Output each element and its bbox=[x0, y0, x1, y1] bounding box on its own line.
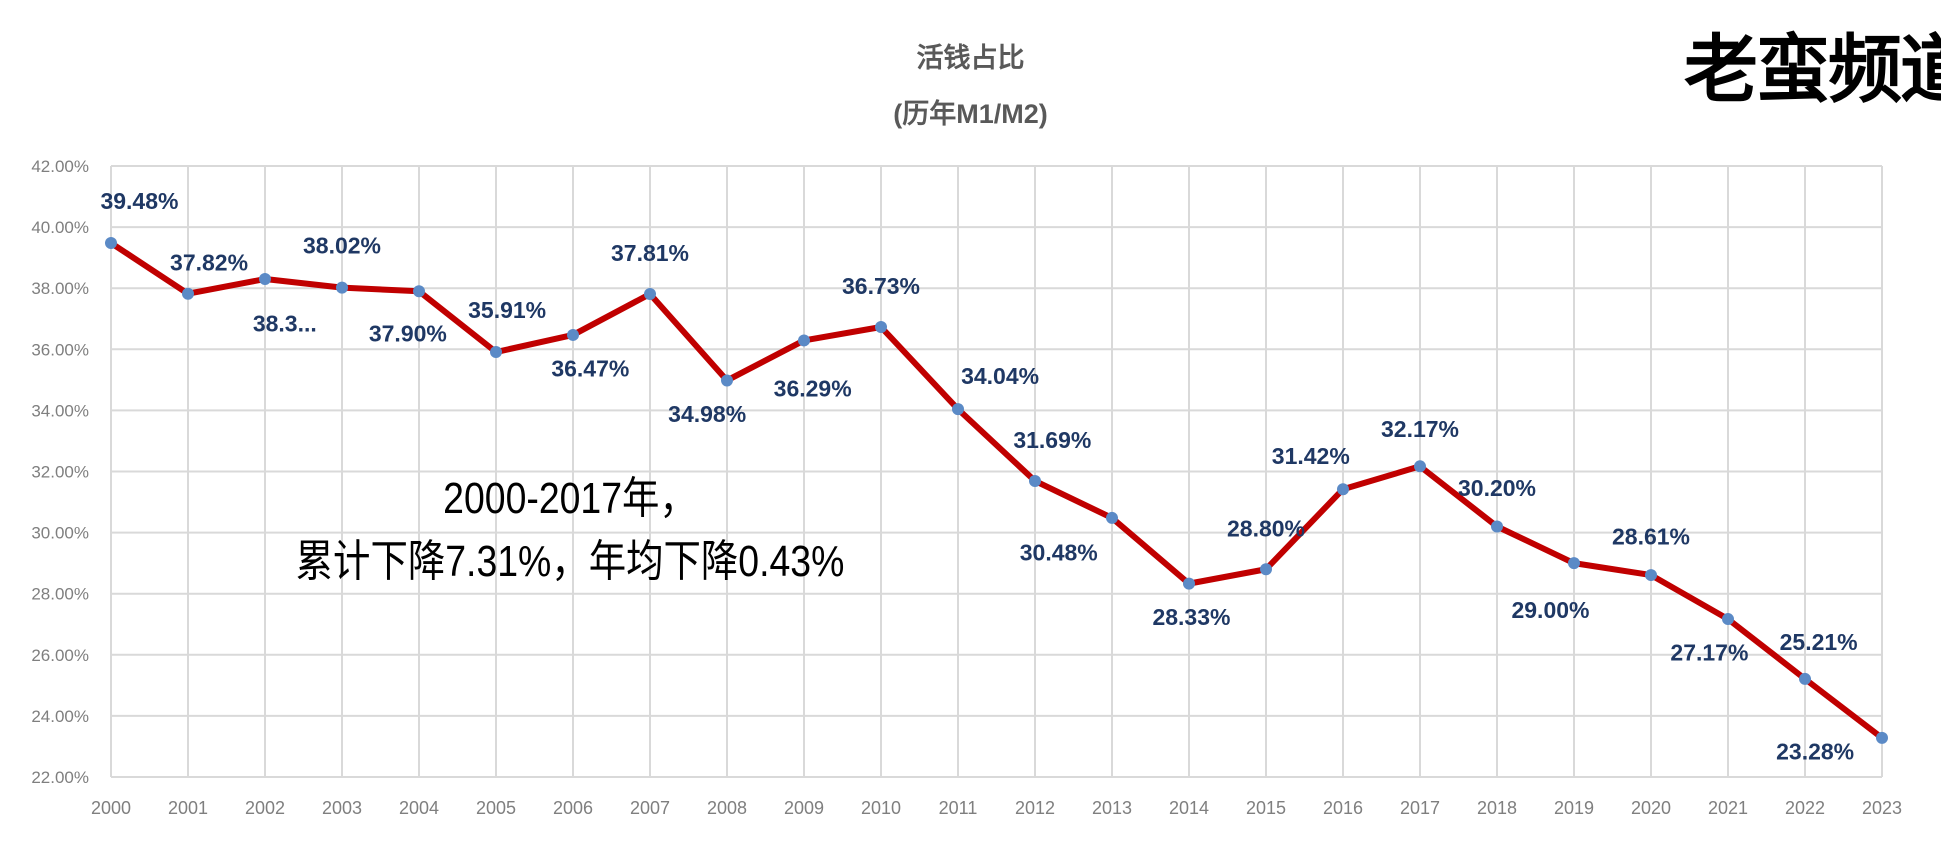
x-tick-label: 2009 bbox=[784, 798, 824, 818]
y-tick-label: 28.00% bbox=[31, 585, 89, 604]
x-tick-label: 2020 bbox=[1631, 798, 1671, 818]
data-point bbox=[1799, 672, 1811, 685]
y-tick-label: 26.00% bbox=[31, 646, 89, 665]
data-point bbox=[1876, 731, 1888, 744]
data-label: 38.3... bbox=[253, 311, 317, 337]
series-line bbox=[109, 240, 1884, 741]
data-label: 39.48% bbox=[100, 188, 178, 214]
data-label: 35.91% bbox=[468, 297, 546, 323]
chart-title: 活钱占比 bbox=[916, 43, 1025, 73]
data-label: 30.48% bbox=[1020, 540, 1098, 566]
data-point bbox=[1414, 460, 1426, 473]
data-label: 28.61% bbox=[1612, 524, 1690, 550]
x-tick-label: 2001 bbox=[168, 798, 208, 818]
data-point bbox=[413, 285, 425, 298]
data-point bbox=[1106, 511, 1118, 524]
data-label: 23.28% bbox=[1776, 739, 1854, 765]
x-tick-label: 2016 bbox=[1323, 798, 1363, 818]
annotation-line-1: 2000-2017年， bbox=[443, 474, 697, 523]
data-label: 25.21% bbox=[1780, 629, 1858, 655]
data-label: 34.04% bbox=[961, 363, 1039, 389]
chart-subtitle: (历年M1/M2) bbox=[893, 99, 1048, 129]
data-label: 31.42% bbox=[1272, 443, 1350, 469]
annotation-line-2: 累计下降7.31%，年均下降0.43% bbox=[295, 537, 845, 586]
x-tick-label: 2019 bbox=[1554, 798, 1594, 818]
data-point bbox=[1645, 569, 1657, 582]
data-point bbox=[567, 328, 579, 341]
x-tick-label: 2010 bbox=[861, 798, 901, 818]
data-point bbox=[952, 403, 964, 416]
data-point bbox=[1722, 613, 1734, 626]
x-tick-label: 2008 bbox=[707, 798, 747, 818]
x-tick-label: 2018 bbox=[1477, 798, 1517, 818]
data-label: 37.82% bbox=[170, 250, 248, 276]
data-point bbox=[875, 320, 887, 333]
data-point bbox=[798, 334, 810, 347]
data-label: 34.98% bbox=[668, 401, 746, 427]
x-tick-label: 2002 bbox=[245, 798, 285, 818]
y-tick-label: 40.00% bbox=[31, 218, 89, 237]
data-point bbox=[1260, 563, 1272, 576]
data-point bbox=[1183, 577, 1195, 590]
x-tick-label: 2006 bbox=[553, 798, 593, 818]
data-label: 30.20% bbox=[1458, 475, 1536, 501]
data-point bbox=[1029, 474, 1041, 487]
data-label: 27.17% bbox=[1670, 639, 1748, 665]
data-label: 36.73% bbox=[842, 273, 920, 299]
y-tick-label: 32.00% bbox=[31, 463, 89, 482]
x-tick-label: 2014 bbox=[1169, 798, 1209, 818]
x-tick-label: 2000 bbox=[91, 798, 131, 818]
watermark-logo: 老蛮频道 bbox=[1684, 27, 1941, 113]
data-point bbox=[182, 287, 194, 300]
data-label: 36.47% bbox=[551, 355, 629, 381]
y-tick-label: 22.00% bbox=[31, 768, 89, 787]
x-tick-label: 2021 bbox=[1708, 798, 1748, 818]
x-tick-label: 2017 bbox=[1400, 798, 1440, 818]
y-tick-label: 30.00% bbox=[31, 524, 89, 543]
data-label: 36.29% bbox=[774, 376, 852, 402]
data-label: 28.80% bbox=[1227, 515, 1305, 541]
data-point bbox=[1337, 483, 1349, 496]
data-label: 28.33% bbox=[1152, 604, 1230, 630]
data-point bbox=[1491, 520, 1503, 533]
x-tick-label: 2004 bbox=[399, 798, 439, 818]
x-tick-label: 2003 bbox=[322, 798, 362, 818]
data-point bbox=[721, 374, 733, 387]
data-label: 31.69% bbox=[1013, 427, 1091, 453]
data-point bbox=[644, 288, 656, 301]
y-tick-label: 34.00% bbox=[31, 401, 89, 420]
data-point bbox=[259, 273, 271, 286]
x-tick-label: 2012 bbox=[1015, 798, 1055, 818]
data-label: 29.00% bbox=[1511, 597, 1589, 623]
data-point bbox=[490, 346, 502, 359]
data-label: 32.17% bbox=[1381, 416, 1459, 442]
data-label: 38.02% bbox=[303, 232, 381, 258]
y-tick-label: 42.00% bbox=[31, 157, 89, 176]
x-tick-label: 2022 bbox=[1785, 798, 1825, 818]
data-point bbox=[336, 281, 348, 294]
data-label: 37.90% bbox=[369, 320, 447, 346]
x-tick-label: 2011 bbox=[939, 798, 978, 818]
data-label: 37.81% bbox=[611, 240, 689, 266]
x-tick-label: 2007 bbox=[630, 798, 670, 818]
x-tick-label: 2015 bbox=[1246, 798, 1286, 818]
x-tick-label: 2023 bbox=[1862, 798, 1902, 818]
x-tick-label: 2013 bbox=[1092, 798, 1132, 818]
y-tick-label: 24.00% bbox=[31, 707, 89, 726]
data-point bbox=[105, 236, 117, 249]
y-tick-label: 38.00% bbox=[31, 279, 89, 298]
x-tick-label: 2005 bbox=[476, 798, 516, 818]
data-point bbox=[1568, 557, 1580, 570]
y-tick-label: 36.00% bbox=[31, 340, 89, 359]
